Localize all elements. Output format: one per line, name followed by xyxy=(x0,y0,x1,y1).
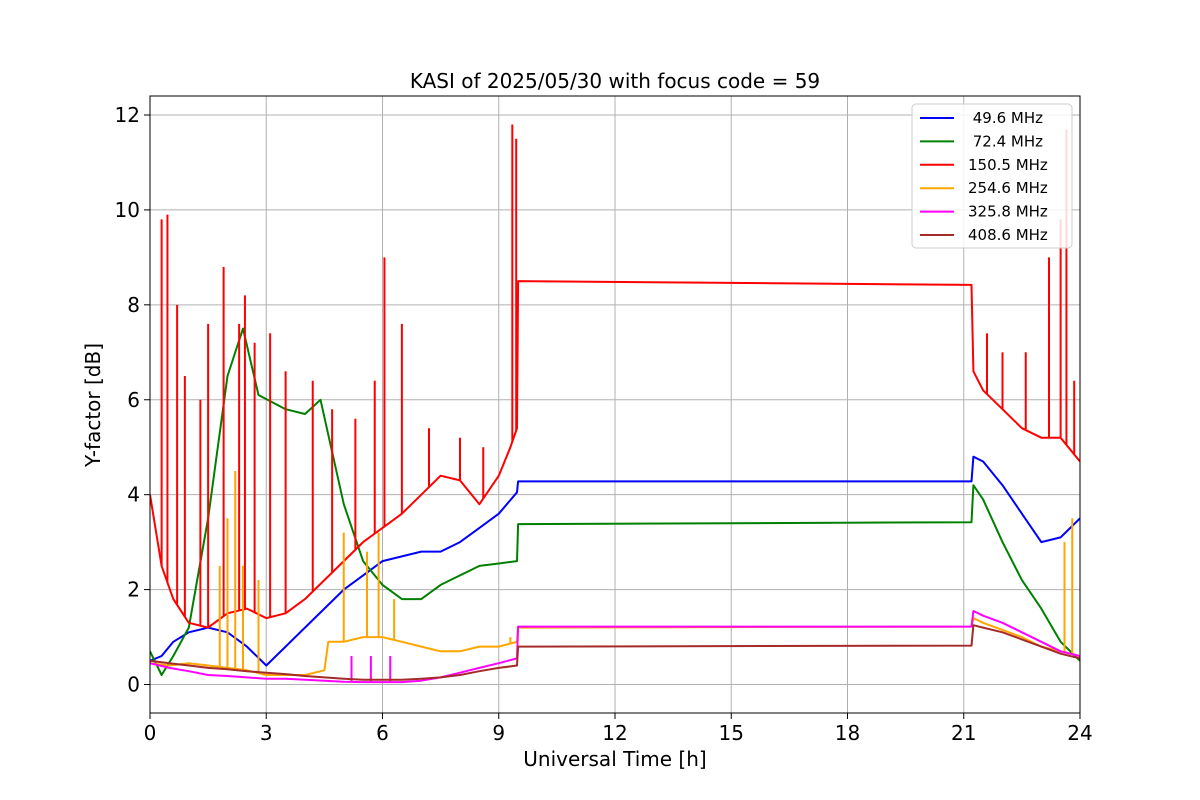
grid xyxy=(149,96,1081,713)
series-5 xyxy=(150,624,1080,681)
x-tick-label: 0 xyxy=(144,721,157,745)
y-tick-label: 4 xyxy=(127,483,140,507)
series-line xyxy=(150,455,1080,667)
x-tick-label: 6 xyxy=(376,721,389,745)
x-axis-label: Universal Time [h] xyxy=(523,747,706,771)
y-tick-label: 2 xyxy=(127,578,140,602)
legend-label: 72.4 MHz xyxy=(968,132,1043,150)
legend-label: 254.6 MHz xyxy=(968,179,1048,197)
chart-title: KASI of 2025/05/30 with focus code = 59 xyxy=(410,69,820,93)
x-axis: 0 3 6 9 12 15 18 21 24 xyxy=(144,713,1093,745)
y-tick-label: 10 xyxy=(115,198,140,222)
series-line xyxy=(150,610,1080,684)
x-tick-label: 9 xyxy=(492,721,505,745)
legend-label: 408.6 MHz xyxy=(968,226,1048,244)
y-tick-label: 6 xyxy=(127,388,140,412)
legend: 49.6 MHz 72.4 MHz 150.5 MHz 254.6 MHz 325.8… xyxy=(911,103,1073,249)
x-tick-label: 21 xyxy=(951,721,976,745)
x-tick-label: 12 xyxy=(602,721,627,745)
y-axis-label: Y-factor [dB] xyxy=(81,343,105,468)
y-tick-label: 0 xyxy=(127,673,140,697)
y-axis: 0 2 4 6 8 10 12 xyxy=(115,103,150,697)
plot-area xyxy=(150,124,1080,684)
x-tick-label: 18 xyxy=(835,721,860,745)
legend-label: 49.6 MHz xyxy=(968,109,1043,127)
y-tick-label: 12 xyxy=(115,103,140,127)
series-0 xyxy=(150,455,1080,667)
x-tick-label: 24 xyxy=(1067,721,1092,745)
x-tick-label: 3 xyxy=(260,721,273,745)
series-4 xyxy=(150,610,1080,684)
series-line xyxy=(150,624,1080,681)
y-tick-label: 8 xyxy=(127,293,140,317)
legend-label: 150.5 MHz xyxy=(968,156,1048,174)
x-tick-label: 15 xyxy=(719,721,744,745)
legend-label: 325.8 MHz xyxy=(968,203,1048,221)
